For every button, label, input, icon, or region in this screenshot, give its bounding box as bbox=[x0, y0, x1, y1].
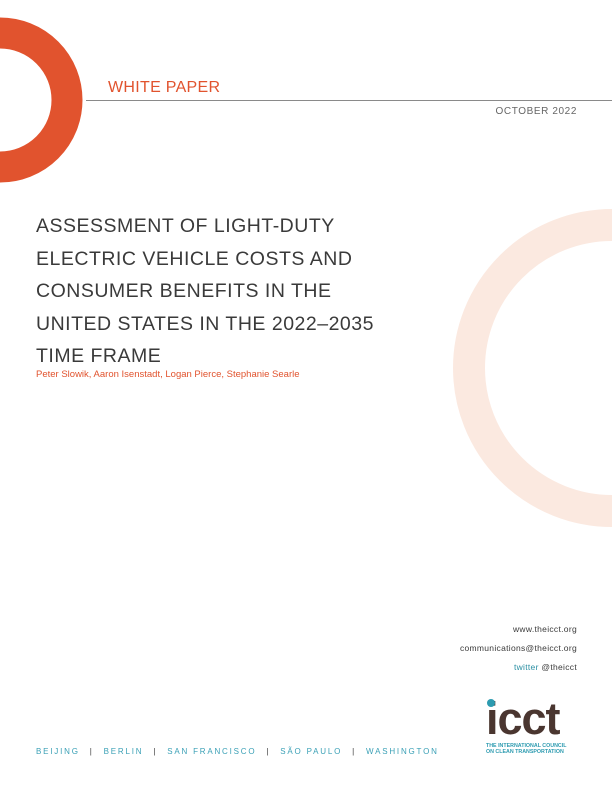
twitter-link[interactable]: twitter @theicct bbox=[514, 662, 577, 672]
icct-logo: icct THE INTERNATIONAL COUNCIL ON CLEAN … bbox=[486, 693, 578, 759]
logo-tagline-line: ON CLEAN TRANSPORTATION bbox=[486, 749, 564, 756]
logo-tagline: THE INTERNATIONAL COUNCIL ON CLEAN TRANS… bbox=[486, 743, 596, 756]
document-title: ASSESSMENT OF LIGHT-DUTY ELECTRIC VEHICL… bbox=[36, 210, 436, 373]
twitter-label: twitter bbox=[513, 662, 539, 672]
email-link[interactable]: communications@theicct.org bbox=[459, 643, 577, 653]
office-city: BEIJING bbox=[36, 747, 80, 756]
orange-ring-graphic bbox=[0, 17, 83, 183]
peach-ring-graphic bbox=[453, 209, 612, 527]
office-city: SAN FRANCISCO bbox=[167, 747, 257, 756]
office-separator: | bbox=[266, 747, 271, 756]
document-type-label: WHITE PAPER bbox=[108, 79, 221, 96]
office-city: SÃO PAULO bbox=[280, 747, 343, 756]
office-separator: | bbox=[89, 747, 94, 756]
title-line: CONSUMER BENEFITS IN THE bbox=[36, 280, 332, 302]
logo-tagline-line: THE INTERNATIONAL COUNCIL bbox=[486, 743, 567, 749]
title-line: ASSESSMENT OF LIGHT-DUTY bbox=[36, 215, 335, 237]
header-divider bbox=[86, 100, 612, 101]
twitter-handle: @theicct bbox=[541, 662, 577, 672]
office-separator: | bbox=[153, 747, 158, 756]
office-locations: BEIJING | BERLIN | SAN FRANCISCO | SÃO PAULO | W… bbox=[36, 747, 439, 756]
website-link[interactable]: www.theicct.org bbox=[512, 624, 577, 634]
office-city: BERLIN bbox=[103, 747, 144, 756]
office-city: WASHINGTON bbox=[366, 747, 439, 756]
publication-date: OCTOBER 2022 bbox=[495, 106, 577, 117]
title-line: UNITED STATES IN THE 2022–2035 bbox=[36, 312, 374, 335]
title-line: TIME FRAME bbox=[36, 345, 162, 367]
author-list: Peter Slowik, Aaron Isenstadt, Logan Pie… bbox=[36, 369, 300, 380]
title-line: ELECTRIC VEHICLE COSTS AND bbox=[36, 247, 353, 270]
logo-wordmark: icct bbox=[486, 693, 561, 744]
office-separator: | bbox=[352, 747, 357, 756]
logo-dot-icon bbox=[487, 699, 495, 707]
